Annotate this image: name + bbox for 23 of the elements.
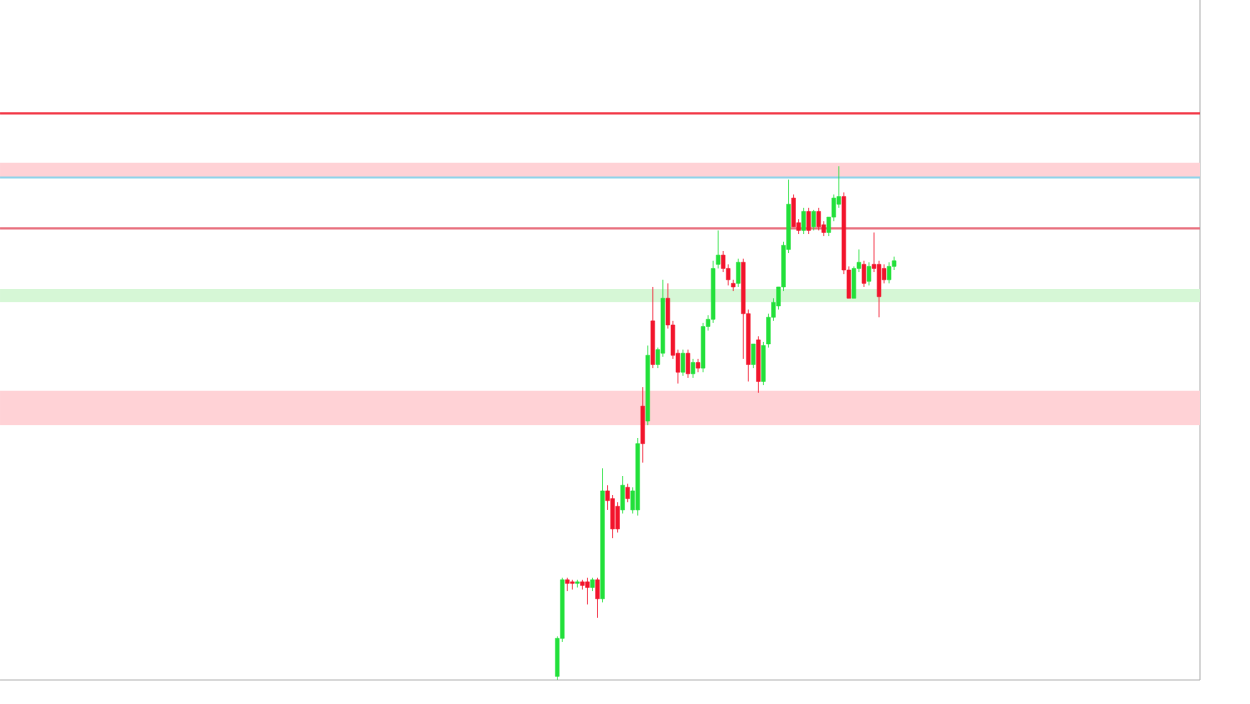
candlestick [816, 207, 821, 231]
candlestick [791, 194, 796, 228]
candlestick [595, 577, 600, 619]
candlestick [690, 358, 696, 379]
candlestick [806, 207, 811, 235]
candlestick [861, 260, 867, 288]
candlestick [640, 386, 645, 464]
candlestick [866, 261, 872, 286]
candlestick [811, 209, 816, 231]
candlestick [615, 501, 620, 533]
candlestick [736, 258, 741, 288]
candlestick [695, 358, 701, 373]
candlestick [886, 261, 892, 284]
candlestick [685, 349, 691, 379]
candlestick [751, 343, 756, 369]
candlestick [585, 577, 590, 605]
candlestick [680, 349, 686, 377]
candlestick [801, 207, 806, 235]
candlestick [700, 322, 706, 373]
candlestick [625, 483, 630, 503]
candlestick [620, 475, 625, 514]
candlestick [756, 335, 761, 394]
candlestick [650, 286, 655, 369]
